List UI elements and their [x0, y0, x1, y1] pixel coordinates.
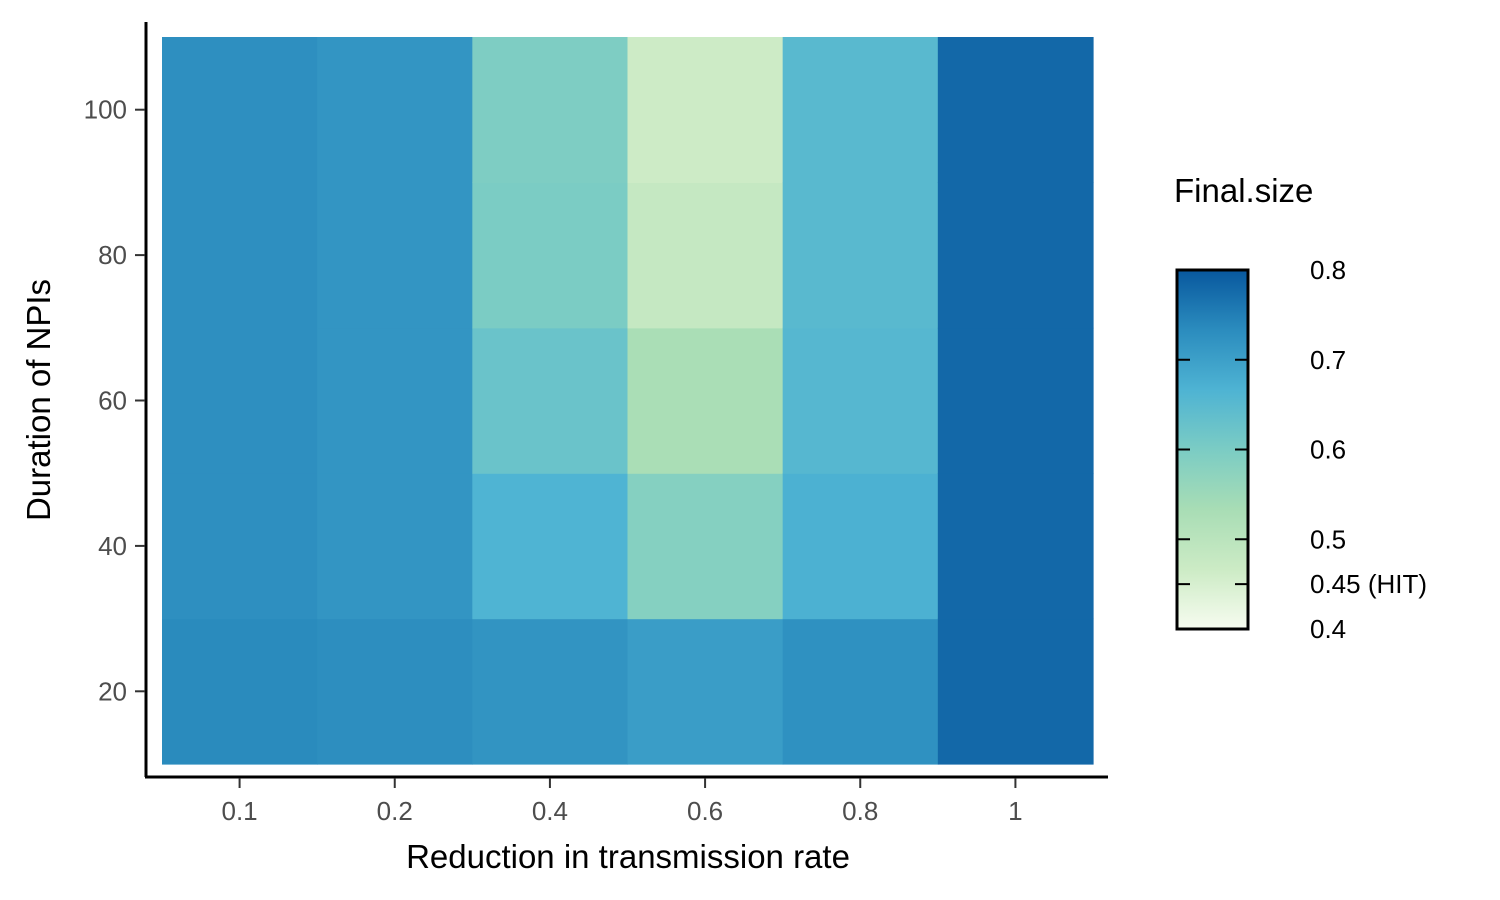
heatmap-cell: [317, 182, 473, 329]
y-axis-title: Duration of NPIs: [20, 279, 57, 521]
heatmap-cell: [627, 182, 784, 329]
legend-label: 0.8: [1310, 255, 1346, 285]
x-tick-label: 0.2: [377, 796, 413, 826]
heatmap-cell: [472, 618, 629, 765]
heatmap-cell: [627, 37, 784, 183]
x-tick-label: 1: [1008, 796, 1022, 826]
heatmap-cell: [162, 618, 318, 765]
heatmap-cell: [627, 618, 784, 765]
heatmap-cell: [317, 37, 473, 183]
x-tick-label: 0.1: [222, 796, 258, 826]
heatmap-cell: [317, 473, 473, 620]
heatmap-cell: [162, 327, 318, 474]
heatmap-cell: [782, 473, 939, 620]
legend-label: 0.4: [1310, 614, 1346, 644]
x-axis-title: Reduction in transmission rate: [406, 838, 850, 875]
x-tick-label: 0.6: [687, 796, 723, 826]
heatmap-cell: [472, 182, 629, 329]
x-tick-label: 0.8: [842, 796, 878, 826]
legend-title: Final.size: [1174, 172, 1313, 209]
legend-label: 0.5: [1310, 524, 1346, 554]
heatmap-cell: [937, 618, 1094, 765]
y-tick-label: 40: [98, 531, 127, 561]
heatmap-cell: [317, 327, 473, 474]
heatmap-cell: [782, 37, 939, 183]
heatmap-cell: [472, 37, 629, 183]
heatmap-cell: [937, 473, 1094, 620]
heatmap-cell: [162, 37, 318, 183]
heatmap-cell: [627, 473, 784, 620]
y-tick-label: 100: [84, 95, 127, 125]
heatmap-cell: [937, 37, 1094, 183]
legend-ticks: 0.4 0.45 (HIT) 0.5 0.6 0.7 0.8: [1177, 255, 1427, 644]
axes: [144, 22, 1108, 779]
y-axis-ticks: 20 40 60 80 100: [84, 95, 145, 706]
heatmap-cells: [162, 37, 1094, 765]
heatmap-cell: [782, 618, 939, 765]
color-legend: Final.size 0.4 0.45 (HIT) 0.5 0.6 0.7 0.8: [1174, 172, 1427, 644]
y-tick-label: 20: [98, 676, 127, 706]
heatmap-cell: [317, 618, 473, 765]
heatmap-cell: [937, 182, 1094, 329]
x-tick-label: 0.4: [532, 796, 568, 826]
heatmap-cell: [937, 327, 1094, 474]
heatmap-cell: [472, 327, 629, 474]
legend-label: 0.45 (HIT): [1310, 569, 1427, 599]
heatmap-cell: [472, 473, 629, 620]
heatmap-cell: [627, 327, 784, 474]
y-tick-label: 80: [98, 240, 127, 270]
heatmap-cell: [782, 182, 939, 329]
heatmap-cell: [162, 182, 318, 329]
x-axis-ticks: 0.1 0.2 0.4 0.6 0.8 1: [222, 778, 1023, 826]
heatmap-cell: [782, 327, 939, 474]
legend-label: 0.7: [1310, 345, 1346, 375]
y-tick-label: 60: [98, 386, 127, 416]
heatmap-cell: [162, 473, 318, 620]
legend-label: 0.6: [1310, 435, 1346, 465]
